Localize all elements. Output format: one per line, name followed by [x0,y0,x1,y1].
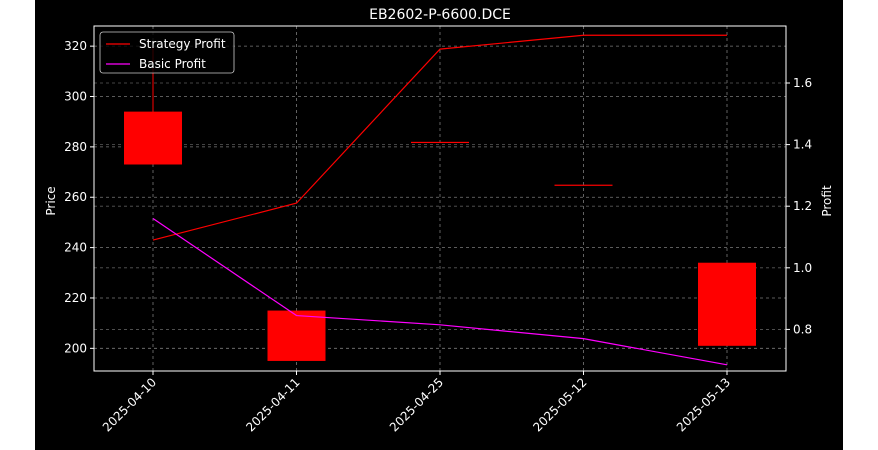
y2-tick-label: 0.8 [793,322,812,336]
y-tick-label: 280 [64,140,87,154]
y-tick-label: 260 [64,190,87,204]
candle-body [554,184,613,186]
y2-tick-label: 1.2 [793,199,812,213]
y2-tick-label: 1.4 [793,138,812,152]
series-line [152,34,727,241]
candle-body [698,262,756,346]
y2-axis-label: Profit [820,185,834,217]
y-axis-left: 200 220 240 260 280 300 320 [64,39,94,355]
legend-label: Strategy Profit [139,37,226,51]
y-tick-label: 300 [64,90,87,104]
y-axis-right: 0.8 1.0 1.2 1.4 1.6 [786,76,812,336]
profit-lines [152,34,728,366]
y-axis-label: Price [44,186,58,215]
y-tick-label: 320 [64,39,87,53]
y2-tick-label: 1.0 [793,261,812,275]
figure-background [35,0,843,450]
candle-body [411,141,469,144]
y2-tick-label: 1.6 [793,76,812,90]
y-tick-label: 220 [64,291,87,305]
legend: Strategy Profit Basic Profit [99,31,235,74]
chart-title: EB2602-P-6600.DCE [369,7,511,23]
candle-body [267,310,326,361]
series-line [152,218,728,366]
legend-box [99,31,235,74]
legend-label: Basic Profit [139,57,206,71]
grid [94,26,786,371]
y-tick-label: 240 [64,241,87,255]
candle-body [124,111,182,165]
y-tick-label: 200 [64,341,87,355]
